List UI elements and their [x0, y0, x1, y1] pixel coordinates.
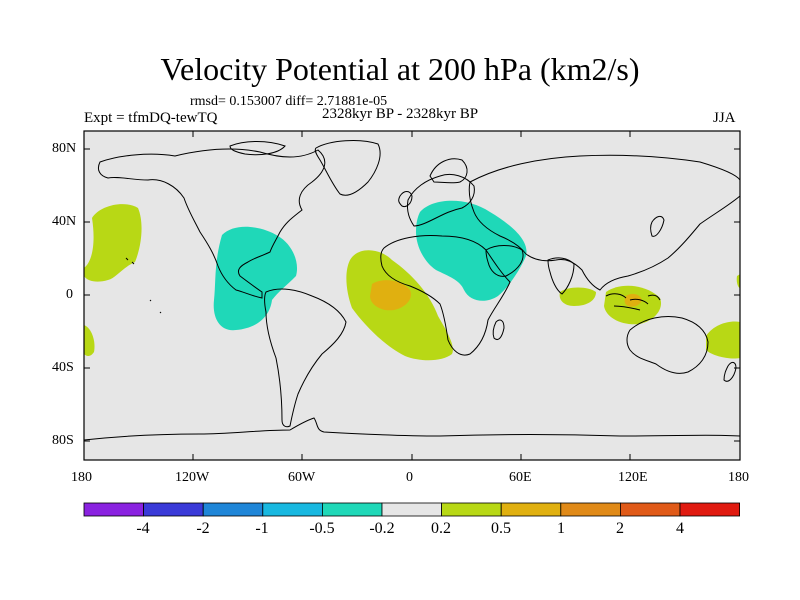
coast-australia	[626, 316, 709, 374]
coast-scandinavia	[429, 158, 468, 184]
coast-europe	[407, 173, 475, 227]
colorbar-swatch	[83, 502, 144, 517]
lon-tick-180w: 180	[71, 470, 92, 485]
lat-tick-40n: 40N	[52, 214, 77, 229]
lat-tick-0: 0	[66, 287, 73, 302]
coast-arctic-islands	[229, 141, 286, 156]
fill-east-edge-positive	[736, 274, 740, 288]
fill-atlantic-strong-positive	[370, 280, 411, 311]
fill-south-pacific-positive	[706, 321, 740, 359]
colorbar-label: 1	[557, 520, 565, 537]
lat-tick-80s: 80S	[52, 433, 74, 448]
coast-japan	[650, 215, 665, 237]
colorbar	[83, 502, 740, 517]
experiment-label: Expt = tfmDQ-tewTQ	[84, 110, 218, 126]
coast-north-america	[97, 148, 326, 299]
stats-line: rmsd= 0.153007 diff= 2.71881e-05	[190, 94, 388, 109]
colorbar-swatch	[500, 502, 562, 517]
fill-americas-negative	[213, 226, 298, 331]
colorbar-label: 0.5	[491, 520, 511, 537]
coast-greenland	[314, 140, 381, 196]
coast-africa	[380, 235, 511, 356]
fill-north-pacific-positive	[84, 204, 142, 282]
colorbar-swatch	[381, 502, 442, 517]
colorbar-label: -4	[136, 520, 150, 537]
colorbar-swatch	[620, 502, 681, 517]
chart-title: Velocity Potential at 200 hPa (km2/s)	[160, 51, 640, 87]
coast-new-zealand	[723, 361, 737, 382]
contour-fills	[84, 200, 740, 361]
fill-maritime-strong-positive	[624, 293, 642, 307]
colorbar-label: -0.2	[369, 520, 395, 537]
colorbar-swatch	[143, 502, 204, 517]
lat-tick-marks	[84, 148, 740, 442]
period-label: 2328kyr BP - 2328kyr BP	[322, 106, 479, 122]
coast-arabia	[485, 245, 524, 277]
coast-south-america	[264, 288, 347, 428]
coast-pacific-islands	[125, 257, 162, 314]
fill-indian-ocean-positive	[559, 287, 596, 306]
colorbar-label: -1	[255, 520, 269, 537]
colorbar-label: -0.5	[309, 520, 335, 537]
colorbar-swatch	[441, 502, 502, 517]
season-label: JJA	[713, 110, 736, 126]
lon-tick-60w: 60W	[288, 470, 316, 485]
colorbar-swatch	[679, 502, 740, 517]
coast-british-isles	[398, 191, 413, 207]
colorbar-swatch	[202, 502, 264, 517]
lat-tick-40s: 40S	[52, 360, 74, 375]
colorbar-swatch	[262, 502, 323, 517]
lon-tick-marks	[83, 131, 741, 460]
coast-madagascar	[492, 319, 505, 341]
lon-tick-120w: 120W	[175, 470, 210, 485]
colorbar-swatch	[321, 502, 383, 517]
lat-tick-80n: 80N	[52, 141, 77, 156]
colorbar-label: 4	[676, 520, 684, 537]
coast-antarctica	[83, 417, 741, 441]
colorbar-swatch	[560, 502, 621, 517]
colorbar-label: -2	[196, 520, 210, 537]
colorbar-label: 2	[616, 520, 624, 537]
lon-tick-0: 0	[406, 470, 413, 485]
fill-southwest-pacific-positive	[84, 325, 95, 356]
coast-asia	[468, 154, 741, 291]
lon-tick-120e: 120E	[618, 470, 648, 485]
coast-india	[547, 257, 575, 295]
lon-tick-180e: 180	[728, 470, 749, 485]
coastlines	[83, 140, 741, 441]
colorbar-label: 0.2	[431, 520, 451, 537]
coast-indonesia	[605, 293, 661, 311]
lon-tick-60e: 60E	[509, 470, 532, 485]
